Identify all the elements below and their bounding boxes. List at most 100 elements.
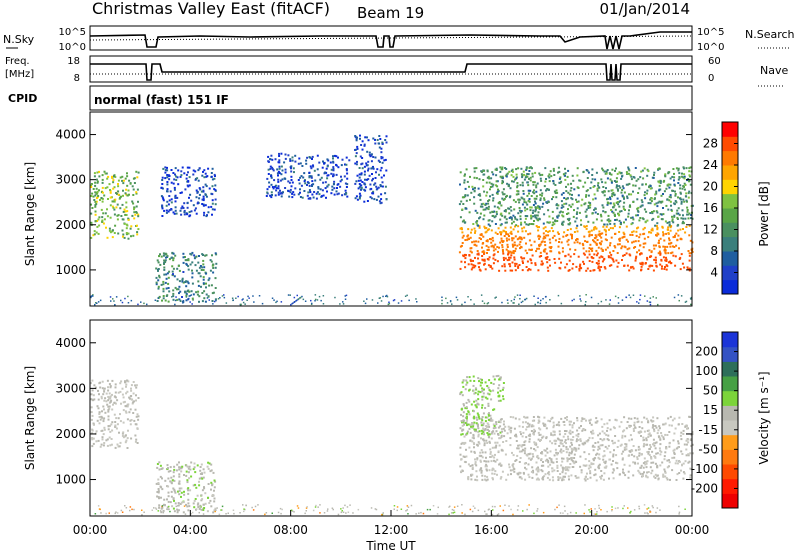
velocity-cell xyxy=(614,427,616,429)
velocity-cell xyxy=(205,503,207,505)
power-cell xyxy=(173,183,175,185)
power-cell xyxy=(502,249,504,251)
velocity-cell xyxy=(408,507,410,509)
power-cell xyxy=(479,178,481,180)
velocity-cell xyxy=(489,448,491,450)
velocity-cell xyxy=(187,493,189,495)
power-cell xyxy=(192,174,194,176)
velocity-cell xyxy=(637,470,639,472)
power-cell xyxy=(516,174,518,176)
velocity-cell xyxy=(564,510,566,512)
velocity-cell xyxy=(597,441,599,443)
velocity-cell xyxy=(471,404,473,406)
power-cell xyxy=(602,207,604,209)
power-cell xyxy=(237,296,239,298)
power-cell xyxy=(511,174,513,176)
power-cell xyxy=(204,193,206,195)
velocity-cell xyxy=(495,461,497,463)
velocity-cell xyxy=(576,419,578,421)
velocity-cell xyxy=(565,439,567,441)
velocity-cell xyxy=(622,508,624,510)
power-cell xyxy=(520,184,522,186)
velocity-cell xyxy=(490,456,492,458)
velocity-cell xyxy=(109,383,111,385)
power-cell xyxy=(137,228,139,230)
velocity-cell xyxy=(556,458,558,460)
power-cell xyxy=(120,177,122,179)
velocity-cell xyxy=(488,430,490,432)
velocity-cell xyxy=(612,472,614,474)
velocity-cell xyxy=(605,465,607,467)
velocity-cell xyxy=(278,512,280,514)
velocity-cell xyxy=(479,430,481,432)
power-cell xyxy=(653,174,655,176)
power-cell xyxy=(508,235,510,237)
power-cell xyxy=(630,193,632,195)
velocity-cell xyxy=(684,509,686,511)
velocity-cell xyxy=(564,424,566,426)
power-cell xyxy=(545,235,547,237)
velocity-cell xyxy=(183,494,185,496)
velocity-cell xyxy=(595,417,597,419)
velocity-cell xyxy=(611,506,613,508)
velocity-cell xyxy=(486,476,488,478)
power-cell xyxy=(376,168,378,170)
power-cell xyxy=(514,299,516,301)
velocity-cell xyxy=(165,504,167,506)
power-cell xyxy=(679,184,681,186)
velocity-cell xyxy=(338,514,340,516)
velocity-cell xyxy=(678,442,680,444)
velocity-cell xyxy=(578,448,580,450)
velocity-cell xyxy=(505,454,507,456)
velocity-cell xyxy=(612,455,614,457)
power-cell xyxy=(616,181,618,183)
power-cell xyxy=(203,212,205,214)
power-cell xyxy=(552,180,554,182)
power-cell xyxy=(534,241,536,243)
power-cell xyxy=(579,265,581,267)
power-cell xyxy=(589,244,591,246)
velocity-cell xyxy=(631,450,633,452)
velocity-cell xyxy=(477,445,479,447)
velocity-cell xyxy=(169,511,171,513)
power-cell xyxy=(330,192,332,194)
power-cell xyxy=(646,190,648,192)
power-cell xyxy=(515,235,517,237)
power-cell xyxy=(171,209,173,211)
velocity-cell xyxy=(671,457,673,459)
power-cell xyxy=(463,182,465,184)
power-cell xyxy=(656,205,658,207)
velocity-cell xyxy=(509,444,511,446)
velocity-cell xyxy=(497,387,499,389)
power-cell xyxy=(522,184,524,186)
power-cell xyxy=(122,218,124,220)
power-cell xyxy=(568,239,570,241)
velocity-cell xyxy=(622,435,624,437)
power-cell xyxy=(520,224,522,226)
power-cell xyxy=(110,300,112,302)
power-data-cells xyxy=(90,135,694,306)
power-cell xyxy=(178,265,180,267)
power-cell xyxy=(500,205,502,207)
power-cell xyxy=(541,174,543,176)
velocity-cell xyxy=(157,482,159,484)
power-cell xyxy=(528,224,530,226)
velocity-cell xyxy=(486,442,488,444)
velocity-cell xyxy=(494,506,496,508)
power-cell xyxy=(572,300,574,302)
power-cell xyxy=(379,200,381,202)
power-cell xyxy=(363,301,365,303)
power-cell xyxy=(318,162,320,164)
velocity-cell xyxy=(552,462,554,464)
power-cell xyxy=(101,197,103,199)
power-cell xyxy=(513,176,515,178)
velocity-cell xyxy=(161,488,163,490)
power-cell xyxy=(285,154,287,156)
power-cell xyxy=(369,152,371,154)
velocity-cell xyxy=(602,459,604,461)
velocity-cell xyxy=(473,417,475,419)
power-cell xyxy=(214,301,216,303)
power-cell xyxy=(545,296,547,298)
power-cell xyxy=(163,274,165,276)
power-cell xyxy=(356,137,358,139)
